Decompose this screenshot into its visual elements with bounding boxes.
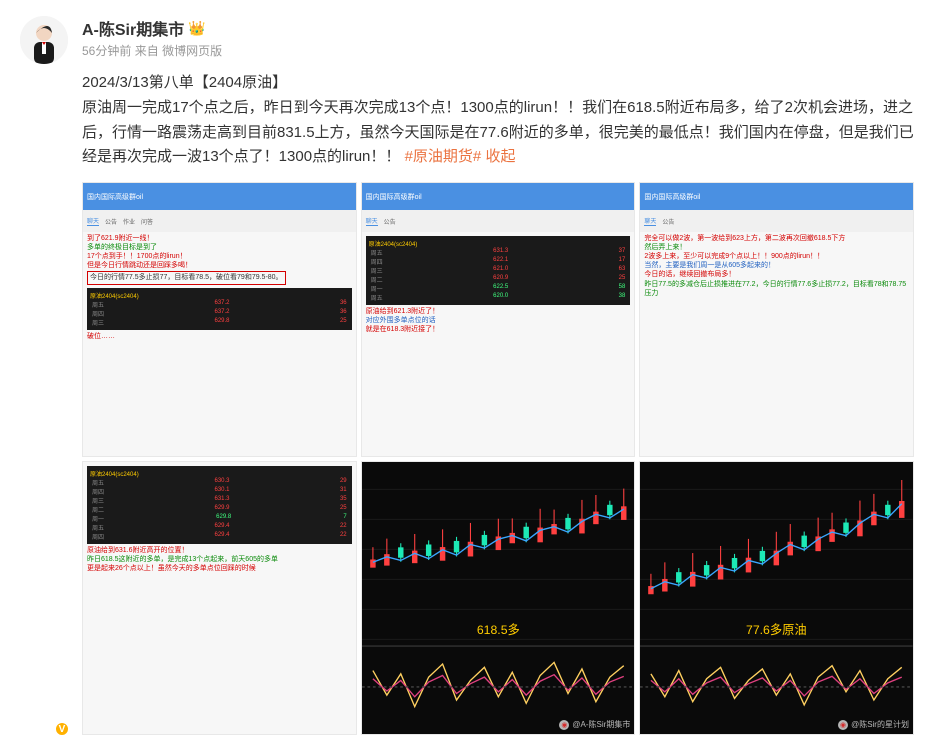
quote-block: 原油2404(sc2404) 周五630.329 周四630.131 周三631… bbox=[87, 466, 352, 544]
post-meta: 56分钟前 来自 微博网页版 bbox=[82, 42, 914, 59]
weibo-icon: ◉ bbox=[559, 720, 569, 730]
post-time[interactable]: 56分钟前 bbox=[82, 44, 131, 58]
thumb-4[interactable]: 原油2404(sc2404) 周五630.329 周四630.131 周三631… bbox=[82, 461, 357, 736]
thumb-header: 国内国际高级群oil bbox=[640, 183, 913, 210]
thumb-3[interactable]: 国内国际高级群oil 聊天公告 完全可以做2波，第一波给到623上方，第二波再次… bbox=[639, 182, 914, 457]
meta-source-prefix: 来自 bbox=[135, 44, 159, 58]
author-line: A-陈Sir期集市 👑 bbox=[82, 16, 914, 40]
author-name[interactable]: A-陈Sir期集市 bbox=[82, 16, 184, 40]
avatar-wrap: V bbox=[20, 16, 68, 735]
crown-icon: 👑 bbox=[188, 20, 205, 37]
thumb-6[interactable]: 77.6多原油 ◉ @陈Sir的星计划 bbox=[639, 461, 914, 736]
post-source[interactable]: 微博网页版 bbox=[162, 44, 222, 58]
author-avatar[interactable] bbox=[20, 16, 68, 64]
chart: 77.6多原油 ◉ @陈Sir的星计划 bbox=[640, 462, 913, 735]
content-title: 2024/3/13第八单【2404原油】 bbox=[82, 74, 287, 91]
thumb-header: 国内国际高级群oil bbox=[83, 183, 356, 210]
thumb-header: 国内国际高级群oil bbox=[362, 183, 635, 210]
image-grid: 国内国际高级群oil 聊天 公告 作业 问答 到了621.9附近一线！ 多单的终… bbox=[82, 182, 914, 735]
thumb-tabs: 聊天 公告 作业 问答 bbox=[83, 210, 356, 232]
weibo-icon: ◉ bbox=[838, 720, 848, 730]
post-content: 2024/3/13第八单【2404原油】 原油周一完成17个点之后，昨日到今天再… bbox=[82, 71, 914, 170]
weibo-post: V A-陈Sir期集市 👑 56分钟前 来自 微博网页版 2024/3/13第八… bbox=[20, 16, 914, 735]
post-body: A-陈Sir期集市 👑 56分钟前 来自 微博网页版 2024/3/13第八单【… bbox=[82, 16, 914, 735]
svg-text:618.5多: 618.5多 bbox=[477, 622, 520, 636]
thumb-content: 到了621.9附近一线！ 多单的终极目标是到了 17个点到手！！1700点的li… bbox=[83, 232, 356, 343]
verified-badge-icon: V bbox=[54, 721, 70, 737]
hashtag-link[interactable]: #原油期货# bbox=[405, 148, 482, 165]
chart: 618.5多 ◉ @A-陈Sir期集市 bbox=[362, 462, 635, 735]
collapse-button[interactable]: 收起 bbox=[485, 148, 515, 165]
quote-block: 原油2404(sc2404) 周五631.337 周四622.117 周三621… bbox=[366, 236, 631, 305]
thumb-5[interactable]: 618.5多 ◉ @A-陈Sir期集市 bbox=[361, 461, 636, 736]
quote-block: 原油2404(sc2404) 周五637.236 周四637.236 周三629… bbox=[87, 288, 352, 330]
watermark: ◉ @A-陈Sir期集市 bbox=[559, 719, 630, 730]
svg-text:77.6多原油: 77.6多原油 bbox=[746, 622, 807, 636]
thumb-tabs: 聊天公告 bbox=[362, 210, 635, 232]
watermark: ◉ @陈Sir的星计划 bbox=[838, 719, 909, 730]
thumb-2[interactable]: 国内国际高级群oil 聊天公告 原油2404(sc2404) 周五631.337… bbox=[361, 182, 636, 457]
thumb-1[interactable]: 国内国际高级群oil 聊天 公告 作业 问答 到了621.9附近一线！ 多单的终… bbox=[82, 182, 357, 457]
